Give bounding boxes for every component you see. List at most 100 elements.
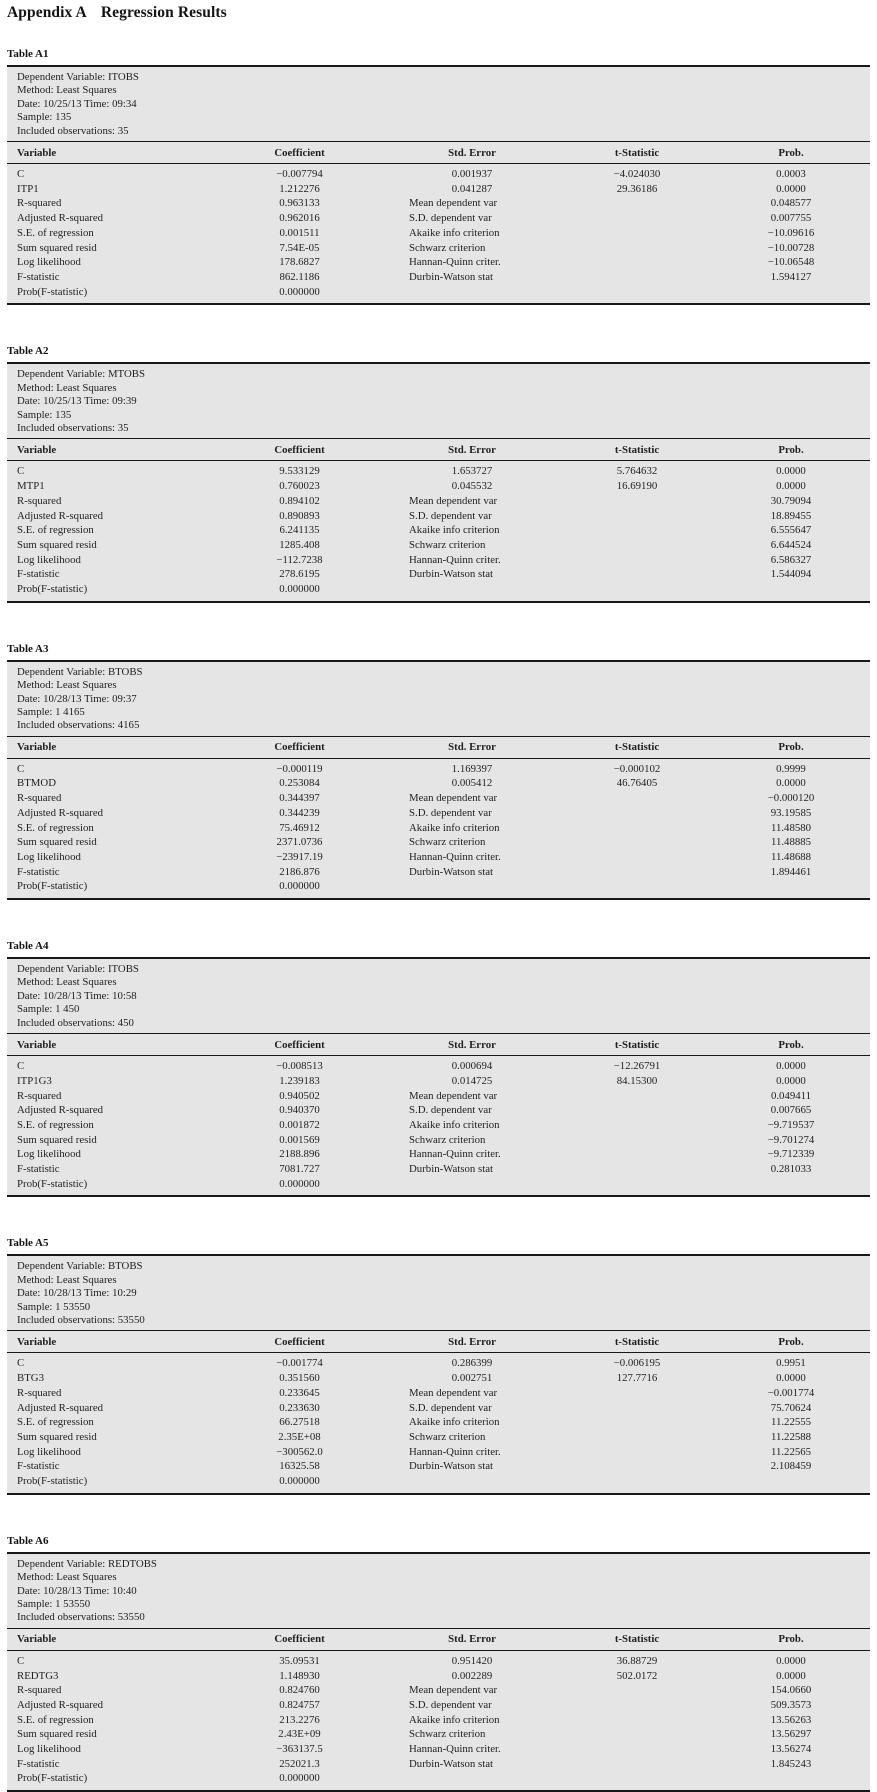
table-box: Dependent Variable: ITOBS Method: Least S… [7,65,870,306]
column-header: t-Statistic [614,1038,660,1051]
row-value [562,1386,712,1401]
info-line: Included observations: 53550 [17,1314,145,1327]
row-value: 0.9951 [776,1357,806,1370]
row-value: Durbin-Watson stat [409,270,493,283]
row-label: Adjusted R-squared [17,1698,104,1711]
row-value [562,1177,712,1192]
row-label: Log likelihood [17,1148,81,1161]
row-value: 1.169397 [451,762,493,775]
row-value: S.D. dependent var [409,806,492,819]
row-value [562,285,712,300]
row-label: Prob(F-statistic) [17,1177,88,1190]
column-header: Std. Error [448,1038,496,1051]
row-value: 0.001937 [451,168,493,181]
column-header: Std. Error [448,1335,496,1348]
row-value [712,1177,870,1192]
row-label: S.E. of regression [17,524,94,537]
column-header: Variable [17,1633,57,1646]
row-value: −10.06548 [767,256,815,269]
row-value: 154.0660 [770,1684,812,1697]
row-value: 0.233630 [279,1401,320,1414]
row-value: Mean dependent var [409,1386,498,1399]
row-value: Hannan-Quinn criter. [409,1148,501,1161]
row-value [712,285,870,300]
column-header: Std. Error [448,443,496,456]
table-row: Adjusted R-squared 0.824757 S.D. dependent… [7,1698,870,1713]
row-label: S.E. of regression [17,226,94,239]
column-header-row: Variable Coefficient Std. Error t-Statistic… [7,1331,870,1354]
row-value: 213.2276 [279,1713,320,1726]
row-value [712,582,870,597]
table-row: R-squared 0.824760 Mean dependent var 154.0… [7,1683,870,1698]
row-value: Akaike info criterion [409,821,500,834]
row-value: 0.940502 [279,1089,320,1102]
row-value [562,821,712,836]
row-value: 0.002289 [451,1669,493,1682]
regression-table: Table A5 Dependent Variable: BTOBS Method… [7,1237,870,1495]
table-row: Prob(F-statistic) 0.000000 [7,879,870,894]
table-row: C −0.008513 0.000694 −12.26791 0.0000 [7,1059,870,1074]
row-value: 11.48885 [770,836,812,849]
table-label: Table A4 [7,940,49,953]
row-label: F-statistic [17,1163,60,1176]
table-row: ITP1 1.212276 0.041287 29.36186 0.0000 [7,182,870,197]
table-info: Dependent Variable: MTOBS Method: Least S… [7,364,870,440]
table-row: Sum squared resid 0.001569 Schwarz criteri… [7,1133,870,1148]
table-row: Log likelihood 178.6827 Hannan-Quinn crite… [7,255,870,270]
row-value: 0.0000 [776,182,806,195]
row-value [562,255,712,270]
row-value [562,1459,712,1474]
row-value: Schwarz criterion [409,836,486,849]
row-value [562,1415,712,1430]
row-label: Log likelihood [17,1445,81,1458]
row-label: R-squared [17,1684,62,1697]
row-value: S.D. dependent var [409,1698,492,1711]
row-value: 0.000000 [279,583,320,596]
row-value: 13.56263 [770,1713,812,1726]
row-value: 46.76405 [616,777,658,790]
column-header: Prob. [778,1038,804,1051]
column-header: Prob. [778,1633,804,1646]
row-label: Sum squared resid [17,836,97,849]
row-label: Sum squared resid [17,1728,97,1741]
row-label: C [17,1357,25,1370]
table-row: C 35.09531 0.951420 36.88729 0.0000 [7,1654,870,1669]
row-label: Adjusted R-squared [17,806,104,819]
table-label: Table A6 [7,1534,49,1547]
row-value [562,1698,712,1713]
row-value [562,1118,712,1133]
row-label: Adjusted R-squared [17,1104,104,1117]
row-value: 29.36186 [616,182,658,195]
row-value [562,538,712,553]
row-value: −10.09616 [767,226,815,239]
row-value: 30.79094 [770,494,812,507]
row-value: 6.644524 [770,538,812,551]
column-header: Std. Error [448,741,496,754]
row-value: −0.000119 [276,762,323,775]
regression-table: Table A4 Dependent Variable: ITOBS Method… [7,940,870,1198]
table-body: C 35.09531 0.951420 36.88729 0.0000 REDTG3 1.1… [7,1651,870,1790]
row-value: Akaike info criterion [409,1713,500,1726]
row-value: Hannan-Quinn criter. [409,256,501,269]
row-value: 11.48580 [770,821,812,834]
row-value: −9.701274 [767,1133,815,1146]
row-value [562,1727,712,1742]
row-value: 0.0000 [776,777,806,790]
table-row: Log likelihood 2188.896 Hannan-Quinn crite… [7,1147,870,1162]
row-value [562,850,712,865]
row-value: 509.3573 [770,1698,812,1711]
row-value: 18.89455 [770,509,812,522]
row-value: 6.241135 [279,524,320,537]
row-value: Schwarz criterion [409,1133,486,1146]
row-value: 278.6195 [279,568,320,581]
table-row: Sum squared resid 7.54E-05 Schwarz criteri… [7,241,870,256]
row-value [562,879,712,894]
table-label: Table A2 [7,345,49,358]
row-value: 5.764632 [616,465,658,478]
table-row: Log likelihood −363137.5 Hannan-Quinn crit… [7,1742,870,1757]
row-value: 1.594127 [770,270,812,283]
row-value: 0.253084 [279,777,320,790]
row-value: Durbin-Watson stat [409,1163,493,1176]
row-value: 0.0000 [776,1372,806,1385]
row-value: Akaike info criterion [409,1118,500,1131]
